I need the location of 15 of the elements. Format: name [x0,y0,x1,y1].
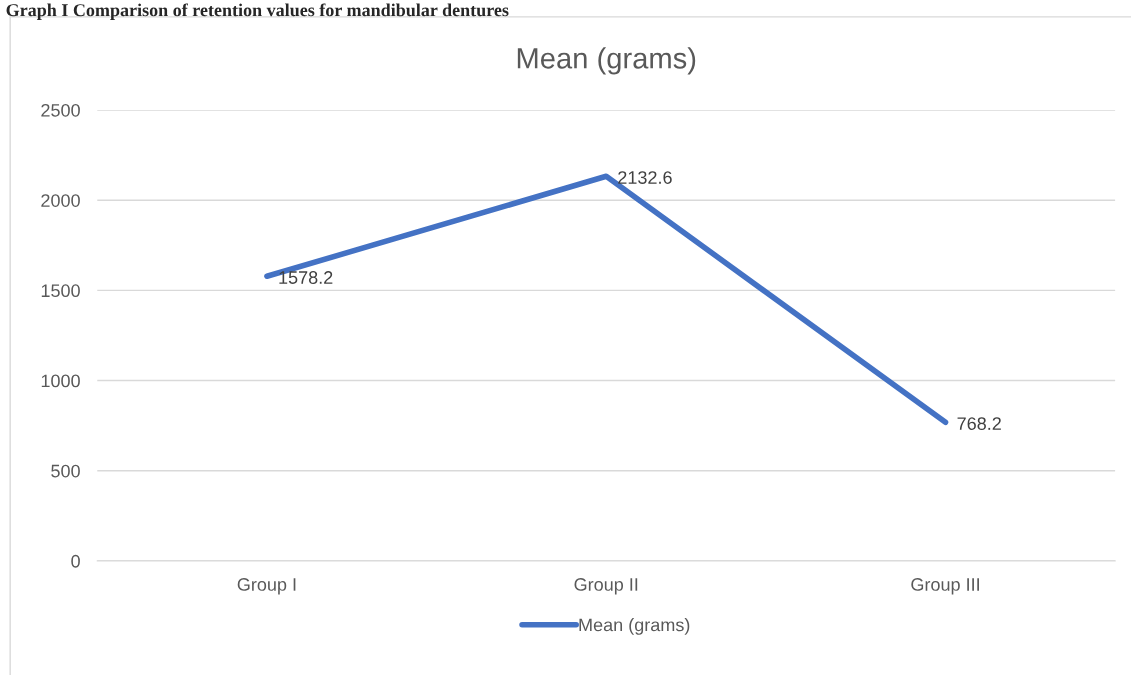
y-tick-label: 500 [51,464,80,478]
data-label: 768.2 [957,417,1001,430]
x-tick-label: Group III [911,578,979,595]
data-label: 2132.6 [618,171,672,184]
y-tick-label: 1500 [41,284,80,298]
y-tick-label: 2000 [41,194,80,207]
data-label: 1578.2 [279,271,333,284]
x-tick-label: Group II [574,578,638,595]
chart-title: Mean (grams) [517,47,696,75]
x-tick-label: Group I [237,578,296,595]
y-tick-label: 1000 [41,374,80,388]
y-tick-label: 0 [71,554,80,568]
y-tick-label: 2500 [41,103,80,117]
legend-label: Mean (grams) [579,618,690,635]
text: Graph I Comparison of retention values for mandibular dentures [6,3,509,20]
